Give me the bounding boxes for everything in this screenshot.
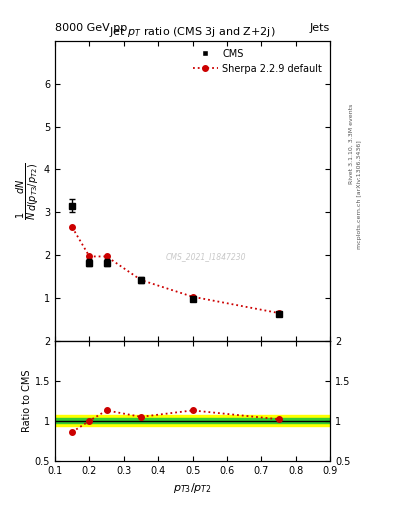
X-axis label: $p_{T3}/p_{T2}$: $p_{T3}/p_{T2}$	[173, 481, 212, 495]
Bar	[55, 415, 330, 426]
Title: Jet $p_T$ ratio (CMS 3j and Z+2j): Jet $p_T$ ratio (CMS 3j and Z+2j)	[109, 26, 276, 39]
Text: mcplots.cern.ch [arXiv:1306.3436]: mcplots.cern.ch [arXiv:1306.3436]	[357, 140, 362, 249]
Bar	[55, 418, 330, 423]
Legend: CMS, Sherpa 2.2.9 default: CMS, Sherpa 2.2.9 default	[190, 46, 325, 76]
Text: CMS_2021_I1847230: CMS_2021_I1847230	[166, 252, 246, 262]
Text: 8000 GeV pp: 8000 GeV pp	[55, 23, 127, 33]
Y-axis label: $\frac{1}{N}\frac{dN}{d(p_{T3}/p_{T2})}$: $\frac{1}{N}\frac{dN}{d(p_{T3}/p_{T2})}$	[15, 162, 41, 220]
Text: Rivet 3.1.10, 3.3M events: Rivet 3.1.10, 3.3M events	[349, 103, 354, 183]
Text: Jets: Jets	[310, 23, 330, 33]
Y-axis label: Ratio to CMS: Ratio to CMS	[22, 370, 32, 432]
